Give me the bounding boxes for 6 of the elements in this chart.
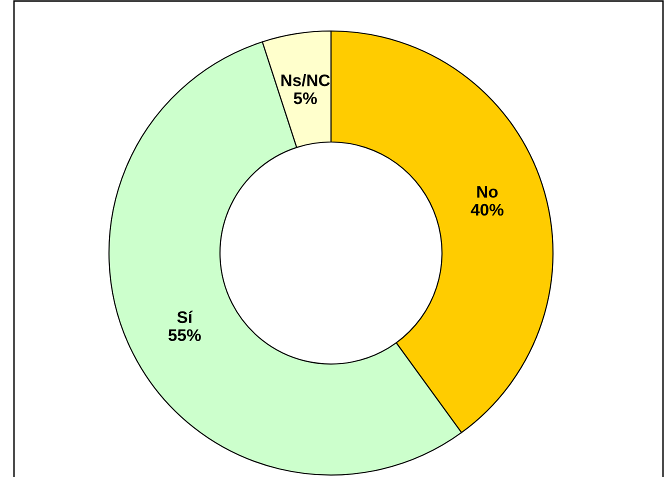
data-label: 5% [294,92,317,104]
slice-label: No [477,186,498,198]
slice-label: Sí [177,310,193,324]
data-label: 40% [470,204,504,216]
data-label: 55% [168,329,201,342]
slice-label: Ns/NC [281,74,330,86]
